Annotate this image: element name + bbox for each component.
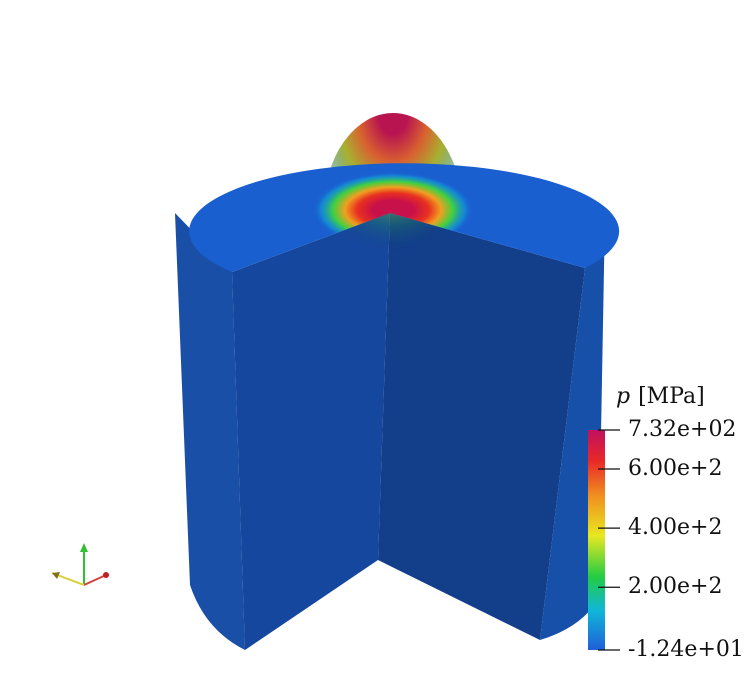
title-symbol: p bbox=[616, 384, 630, 409]
title-unit: [MPa] bbox=[638, 384, 705, 409]
axes-triad bbox=[51, 543, 109, 586]
colorbar-tick-label: 4.00e+2 bbox=[628, 515, 722, 540]
colorbar-tick-label: 2.00e+2 bbox=[628, 574, 722, 599]
colorbar-tick-label: -1.24e+01 bbox=[628, 637, 744, 662]
left-cut-face bbox=[232, 213, 390, 650]
colorbar-title: p [MPa] bbox=[616, 384, 705, 409]
top-face bbox=[189, 163, 620, 272]
colorbar-tick-label: 7.32e+02 bbox=[628, 417, 736, 442]
colorbar bbox=[588, 430, 605, 650]
right-cut-face bbox=[378, 213, 585, 640]
outer-left-side bbox=[175, 213, 245, 650]
cylinder bbox=[175, 113, 620, 650]
colorbar-tick-label: 6.00e+2 bbox=[628, 456, 722, 481]
